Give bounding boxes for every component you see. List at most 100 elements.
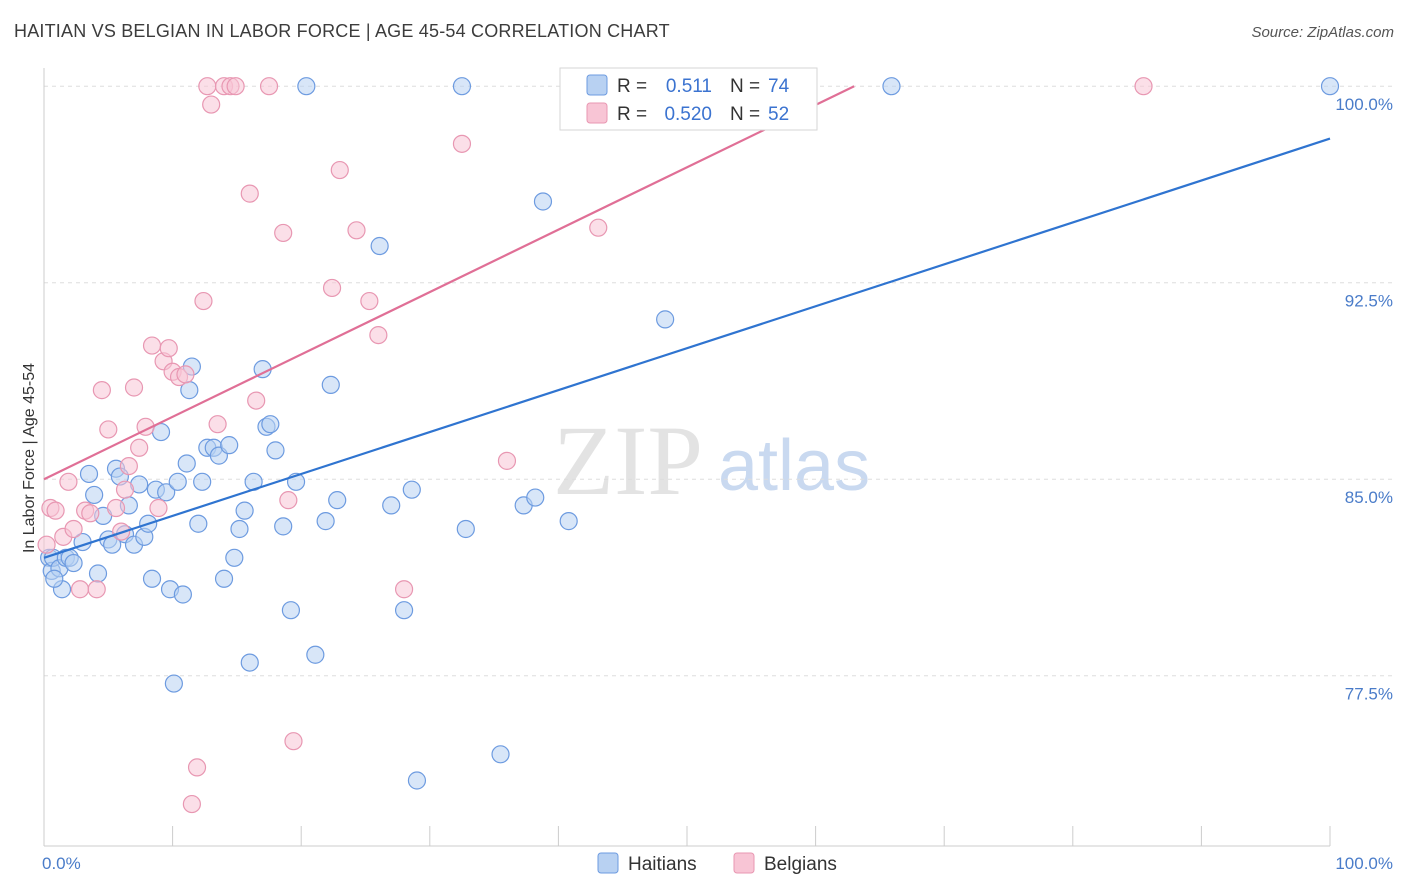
stats-legend: R = 0.511 N = 74 R = 0.520 N = 52	[559, 67, 818, 131]
haitian-point	[316, 512, 335, 531]
belgian-point	[64, 519, 83, 539]
belgian-point	[37, 535, 56, 554]
belgians-series-swatch	[733, 852, 755, 874]
haitian-point	[407, 771, 427, 790]
belgian-point	[70, 580, 90, 599]
haitians-trend-line	[43, 137, 1331, 559]
haitian-point	[274, 517, 293, 536]
belgian-point	[46, 501, 65, 520]
haitians-n-label: N =	[730, 76, 760, 97]
belgian-point	[119, 457, 138, 476]
belgian-point	[394, 580, 414, 599]
haitian-point	[79, 464, 99, 484]
haitian-point	[88, 564, 108, 583]
watermark-zip: ZIP	[553, 405, 703, 516]
haitian-point	[491, 745, 510, 764]
belgian-point	[115, 480, 135, 499]
haitian-point	[394, 601, 414, 620]
belgians-legend-swatch	[586, 102, 608, 124]
y-axis-title: In Labor Force | Age 45-54	[21, 363, 38, 553]
haitian-point	[533, 192, 553, 211]
haitian-point	[189, 514, 208, 533]
haitian-point	[64, 553, 83, 573]
belgian-point	[240, 184, 259, 203]
x-ticks	[43, 826, 1331, 846]
haitian-point	[225, 548, 244, 567]
haitians-r-value: 0.511	[666, 76, 712, 97]
belgian-point	[106, 498, 126, 518]
belgian-point	[226, 77, 245, 96]
belgian-point	[208, 415, 227, 434]
belgians-trend-line	[43, 85, 855, 481]
belgian-point	[130, 438, 149, 457]
haitians-n-value: 74	[768, 76, 790, 97]
belgian-point	[142, 336, 162, 355]
x-tick-label-max: 100.0%	[1335, 854, 1393, 873]
belgian-point	[59, 472, 78, 491]
haitian-point	[882, 77, 901, 96]
belgian-point	[149, 498, 168, 518]
belgian-point	[194, 291, 213, 311]
belgian-point	[159, 339, 178, 358]
haitian-point	[402, 480, 421, 499]
haitian-point	[656, 310, 675, 329]
belgians-r-value: 0.520	[664, 104, 712, 125]
y-tick-label: 77.5%	[1345, 685, 1393, 704]
watermark-atlas: atlas	[718, 426, 870, 506]
haitian-point	[45, 569, 64, 588]
haitian-point	[214, 569, 234, 588]
haitian-point	[456, 519, 475, 539]
haitian-point	[261, 415, 280, 434]
belgian-point	[347, 221, 366, 240]
haitian-point	[157, 483, 176, 502]
haitian-point	[452, 77, 472, 96]
haitian-point	[559, 512, 578, 531]
y-tick-label: 92.5%	[1345, 292, 1393, 311]
haitian-point	[281, 601, 301, 620]
y-tick-labels: 77.5% 85.0% 92.5% 100.0%	[1335, 95, 1393, 704]
series-legend: Haitians Belgians	[597, 852, 837, 875]
belgians-n-label: N =	[730, 104, 760, 125]
haitian-point	[328, 491, 347, 510]
belgian-point	[322, 278, 342, 298]
belgian-point	[92, 381, 111, 400]
chart-source: Source: ZipAtlas.com	[1251, 24, 1394, 41]
haitians-series-swatch	[597, 852, 619, 874]
watermark: ZIP atlas	[553, 405, 870, 516]
belgian-point	[1134, 77, 1153, 96]
haitian-point	[85, 485, 104, 505]
y-tick-label: 100.0%	[1335, 95, 1393, 114]
belgian-point	[360, 291, 379, 311]
belgian-point	[87, 580, 106, 599]
belgian-point	[182, 794, 201, 814]
belgian-point	[452, 134, 472, 153]
belgians-n-value: 52	[768, 104, 789, 125]
haitian-point	[230, 519, 249, 539]
belgian-point	[284, 732, 303, 751]
belgians-series-label: Belgians	[764, 854, 837, 875]
belgians-points	[37, 77, 1153, 814]
belgian-point	[330, 160, 349, 180]
belgian-point	[198, 77, 217, 96]
chart-title: HAITIAN VS BELGIAN IN LABOR FORCE | AGE …	[14, 21, 670, 41]
haitians-legend-swatch	[586, 74, 608, 96]
belgian-point	[187, 758, 207, 777]
belgian-point	[81, 504, 100, 523]
belgian-point	[369, 326, 388, 345]
haitian-point	[240, 653, 259, 672]
haitian-point	[235, 501, 254, 520]
haitians-r-label: R =	[617, 76, 647, 97]
y-tick-label: 85.0%	[1345, 488, 1393, 507]
haitian-point	[321, 375, 340, 394]
haitian-point	[177, 454, 196, 473]
haitian-point	[266, 441, 285, 460]
haitians-points	[40, 77, 1340, 790]
belgian-point	[279, 491, 298, 510]
haitian-point	[193, 472, 212, 491]
belgian-point	[247, 391, 266, 410]
x-tick-label-min: 0.0%	[42, 854, 81, 873]
haitian-point	[164, 674, 183, 693]
haitians-series-label: Haitians	[628, 854, 697, 875]
belgian-point	[259, 77, 279, 96]
